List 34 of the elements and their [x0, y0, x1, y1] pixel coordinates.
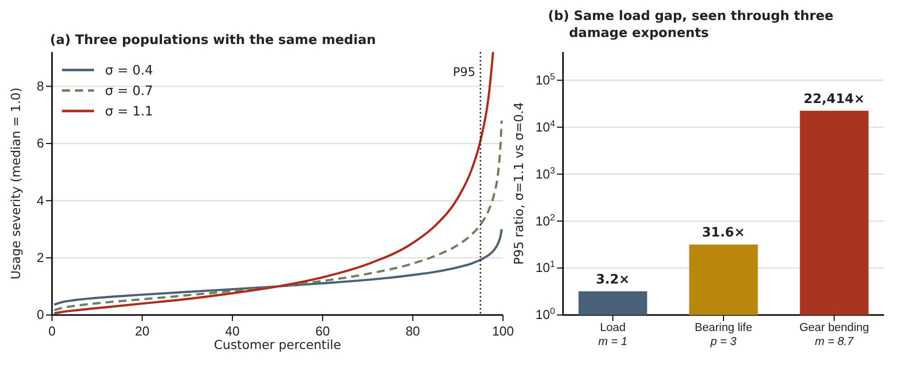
y-tick-label: 10$^{4}$: [535, 118, 555, 134]
legend-label: σ = 0.4: [105, 64, 154, 79]
x-tick-label: Bearing life p = 3: [694, 322, 752, 348]
x-tick-label: Gear bending m = 8.7: [799, 322, 870, 348]
y-tick-label: 0: [36, 307, 44, 322]
legend-label: σ = 0.7: [105, 84, 154, 100]
y-tick-label: 10$^{0}$: [535, 306, 555, 322]
chart-title: (b) Same load gap, seen through three damage exponents: [548, 9, 834, 41]
y-tick-label: 8: [36, 78, 44, 94]
x-tick-label: Load m = 1: [598, 322, 628, 348]
y-axis-title: P95 ratio, σ=1.1 vs σ=0.4: [511, 102, 526, 265]
y-tick-label: 10$^{2}$: [535, 212, 555, 228]
y-tick-label: 10$^{3}$: [535, 165, 555, 182]
y-tick-label: 4: [36, 192, 44, 208]
legend-label: σ = 1.1: [105, 104, 154, 120]
y-axis-title: Usage severity (median = 1.0): [8, 87, 23, 280]
y-tick-label: 10$^{5}$: [535, 71, 555, 88]
data-label: 3.2×: [596, 272, 630, 288]
ref-line-label: P95: [452, 65, 476, 79]
y-tick-label: 10$^{1}$: [535, 259, 555, 276]
x-tick-label: 40: [225, 324, 240, 339]
x-tick-label: 60: [315, 324, 330, 339]
line-series: [53, 120, 503, 312]
y-tick-label: 6: [36, 136, 44, 151]
x-tick-label: 100: [492, 324, 514, 339]
x-tick-label: 20: [134, 324, 150, 339]
data-label: 31.6×: [702, 226, 745, 241]
x-tick-label: 80: [406, 324, 420, 339]
chart-title: (a) Three populations with the same median: [50, 33, 376, 48]
x-tick-label: 0: [48, 324, 56, 339]
line-series: [53, 228, 503, 306]
x-axis-title: Customer percentile: [214, 337, 342, 352]
data-label: 22,414×: [804, 92, 865, 107]
y-tick-label: 2: [36, 250, 44, 265]
